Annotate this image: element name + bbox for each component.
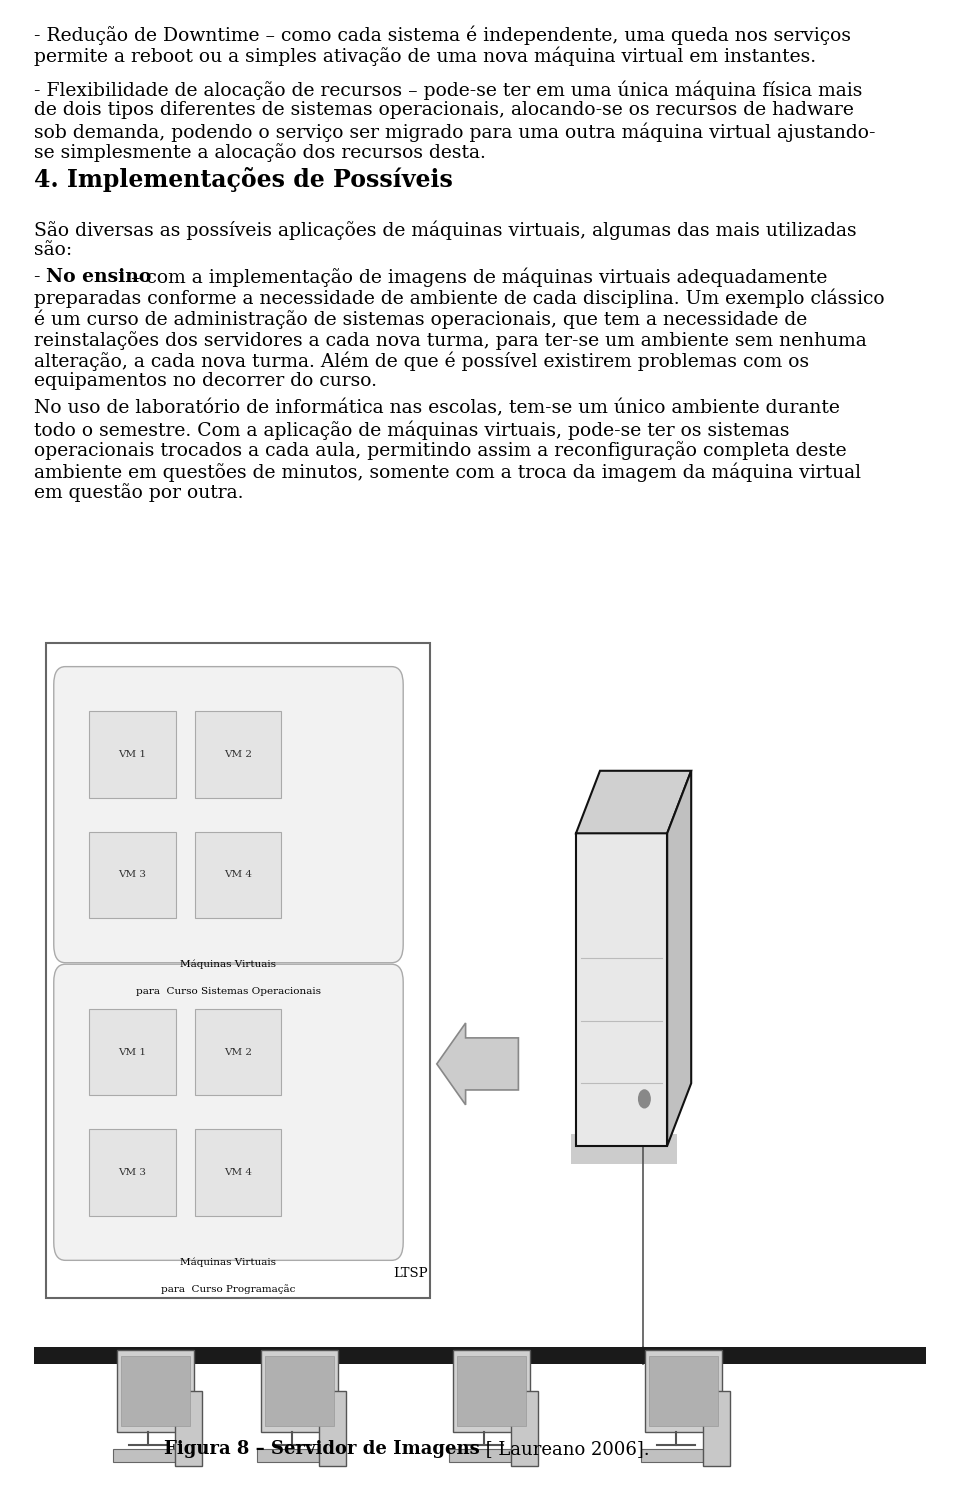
Text: – com a implementação de imagens de máquinas virtuais adequadamente: – com a implementação de imagens de máqu… (125, 268, 828, 287)
FancyBboxPatch shape (645, 1351, 722, 1431)
Text: VM 4: VM 4 (224, 870, 252, 879)
FancyBboxPatch shape (703, 1391, 730, 1466)
Text: permite a reboot ou a simples ativação de uma nova máquina virtual em instantes.: permite a reboot ou a simples ativação d… (34, 46, 816, 65)
Text: de dois tipos diferentes de sistemas operacionais, alocando-se os recursos de ha: de dois tipos diferentes de sistemas ope… (34, 101, 853, 119)
FancyBboxPatch shape (641, 1449, 703, 1461)
Text: VM 3: VM 3 (118, 870, 147, 879)
Text: 4. Implementações de Possíveis: 4. Implementações de Possíveis (34, 167, 452, 192)
Text: em questão por outra.: em questão por outra. (34, 484, 243, 503)
Text: Figura 8 – Servidor de Imagens: Figura 8 – Servidor de Imagens (164, 1440, 480, 1458)
Text: - Flexibilidade de alocação de recursos – pode-se ter em uma única máquina físic: - Flexibilidade de alocação de recursos … (34, 80, 862, 100)
FancyBboxPatch shape (576, 833, 667, 1146)
Text: equipamentos no decorrer do curso.: equipamentos no decorrer do curso. (34, 372, 376, 390)
Text: LTSP: LTSP (394, 1266, 428, 1280)
FancyBboxPatch shape (195, 711, 281, 798)
FancyBboxPatch shape (46, 643, 430, 1298)
Text: são:: são: (34, 241, 72, 259)
Text: VM 1: VM 1 (118, 750, 147, 759)
FancyBboxPatch shape (649, 1357, 718, 1426)
Text: preparadas conforme a necessidade de ambiente de cada disciplina. Um exemplo clá: preparadas conforme a necessidade de amb… (34, 289, 884, 308)
Text: para  Curso Sistemas Operacionais: para Curso Sistemas Operacionais (136, 987, 321, 995)
FancyBboxPatch shape (34, 1347, 926, 1364)
FancyBboxPatch shape (175, 1391, 202, 1466)
FancyBboxPatch shape (457, 1357, 526, 1426)
Text: Máquinas Virtuais: Máquinas Virtuais (180, 1257, 276, 1266)
FancyBboxPatch shape (89, 832, 176, 918)
Text: operacionais trocados a cada aula, permitindo assim a reconfiguração completa de: operacionais trocados a cada aula, permi… (34, 442, 846, 460)
FancyBboxPatch shape (195, 1129, 281, 1216)
FancyBboxPatch shape (117, 1351, 194, 1431)
FancyBboxPatch shape (195, 1009, 281, 1095)
Text: [ Laureano 2006].: [ Laureano 2006]. (480, 1440, 650, 1458)
Text: para  Curso Programaçãc: para Curso Programaçãc (161, 1284, 296, 1295)
Text: VM 2: VM 2 (224, 1048, 252, 1056)
Text: No ensino: No ensino (46, 268, 152, 286)
Text: VM 3: VM 3 (118, 1168, 147, 1177)
FancyBboxPatch shape (571, 1134, 677, 1164)
FancyArrow shape (437, 1024, 518, 1104)
FancyBboxPatch shape (195, 832, 281, 918)
FancyBboxPatch shape (265, 1357, 334, 1426)
FancyBboxPatch shape (89, 1129, 176, 1216)
Text: São diversas as possíveis aplicações de máquinas virtuais, algumas das mais util: São diversas as possíveis aplicações de … (34, 220, 856, 240)
FancyBboxPatch shape (511, 1391, 538, 1466)
FancyBboxPatch shape (449, 1449, 511, 1461)
Polygon shape (576, 771, 691, 833)
Text: VM 4: VM 4 (224, 1168, 252, 1177)
Text: é um curso de administração de sistemas operacionais, que tem a necessidade de: é um curso de administração de sistemas … (34, 310, 806, 329)
Text: VM 2: VM 2 (224, 750, 252, 759)
Circle shape (638, 1089, 650, 1107)
Polygon shape (667, 771, 691, 1146)
Text: Máquinas Virtuais: Máquinas Virtuais (180, 960, 276, 969)
Text: ambiente em questões de minutos, somente com a troca da imagem da máquina virtua: ambiente em questões de minutos, somente… (34, 463, 860, 482)
FancyBboxPatch shape (319, 1391, 346, 1466)
FancyBboxPatch shape (54, 964, 403, 1260)
Text: No uso de laboratório de informática nas escolas, tem-se um único ambiente duran: No uso de laboratório de informática nas… (34, 400, 839, 418)
FancyBboxPatch shape (89, 711, 176, 798)
Text: todo o semestre. Com a aplicação de máquinas virtuais, pode-se ter os sistemas: todo o semestre. Com a aplicação de máqu… (34, 421, 789, 440)
Text: -: - (34, 268, 46, 286)
FancyBboxPatch shape (89, 1009, 176, 1095)
FancyBboxPatch shape (261, 1351, 338, 1431)
Text: reinstalações dos servidores a cada nova turma, para ter-se um ambiente sem nenh: reinstalações dos servidores a cada nova… (34, 330, 866, 350)
Text: se simplesmente a alocação dos recursos desta.: se simplesmente a alocação dos recursos … (34, 143, 486, 162)
FancyBboxPatch shape (256, 1449, 319, 1461)
FancyBboxPatch shape (453, 1351, 530, 1431)
FancyBboxPatch shape (113, 1449, 175, 1461)
Text: sob demanda, podendo o serviço ser migrado para uma outra máquina virtual ajusta: sob demanda, podendo o serviço ser migra… (34, 122, 876, 141)
Text: - Redução de Downtime – como cada sistema é independente, uma queda nos serviços: - Redução de Downtime – como cada sistem… (34, 25, 851, 45)
Text: alteração, a cada nova turma. Além de que é possível existirem problemas com os: alteração, a cada nova turma. Além de qu… (34, 351, 808, 371)
Text: VM 1: VM 1 (118, 1048, 147, 1056)
FancyBboxPatch shape (54, 667, 403, 963)
FancyBboxPatch shape (121, 1357, 190, 1426)
